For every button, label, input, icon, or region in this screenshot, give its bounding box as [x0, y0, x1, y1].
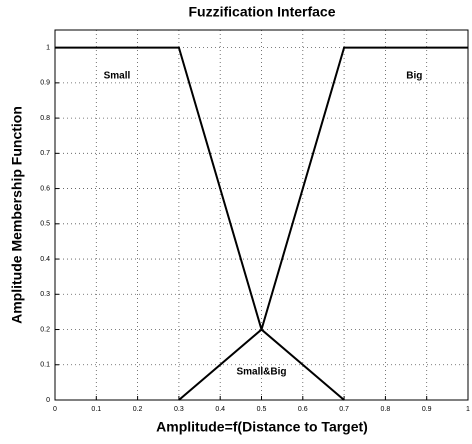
- membership-line: [178, 46, 468, 401]
- y-tick-label: 0.4: [40, 256, 50, 263]
- y-tick-label: 0: [46, 397, 50, 404]
- x-tick-label: 0.6: [298, 406, 308, 413]
- y-tick-label: 0.3: [40, 291, 50, 298]
- x-tick-label: 0.4: [215, 406, 225, 413]
- y-tick-label: 0.8: [40, 115, 50, 122]
- x-tick-label: 0.9: [422, 406, 432, 413]
- y-tick-label: 0.7: [40, 150, 50, 157]
- x-tick-label: 0.5: [257, 406, 267, 413]
- x-tick-label: 1: [466, 406, 470, 413]
- chart-title: Fuzzification Interface: [188, 4, 335, 20]
- series-label: Big: [406, 70, 422, 81]
- y-tick-label: 0.2: [40, 326, 50, 333]
- x-tick-label: 0.3: [174, 406, 184, 413]
- x-axis-label: Amplitude=f(Distance to Target): [156, 419, 368, 435]
- y-tick-label: 0.1: [40, 362, 50, 369]
- series-label: Small: [104, 70, 131, 81]
- y-tick-label: 0.9: [40, 80, 50, 87]
- x-tick-label: 0.8: [381, 406, 391, 413]
- y-tick-label: 1: [46, 44, 50, 51]
- y-axis-label: Amplitude Membership Function: [9, 106, 25, 324]
- x-tick-label: 0.2: [133, 406, 143, 413]
- plot-frame: [54, 29, 469, 401]
- y-tick-label: 0.5: [40, 221, 50, 228]
- membership-line: [55, 46, 345, 401]
- y-tick-label: 0.6: [40, 185, 50, 192]
- x-tick-label: 0.7: [339, 406, 349, 413]
- x-tick-label: 0: [53, 406, 57, 413]
- x-tick-label: 0.1: [91, 406, 101, 413]
- annotation: Small&Big: [236, 366, 286, 377]
